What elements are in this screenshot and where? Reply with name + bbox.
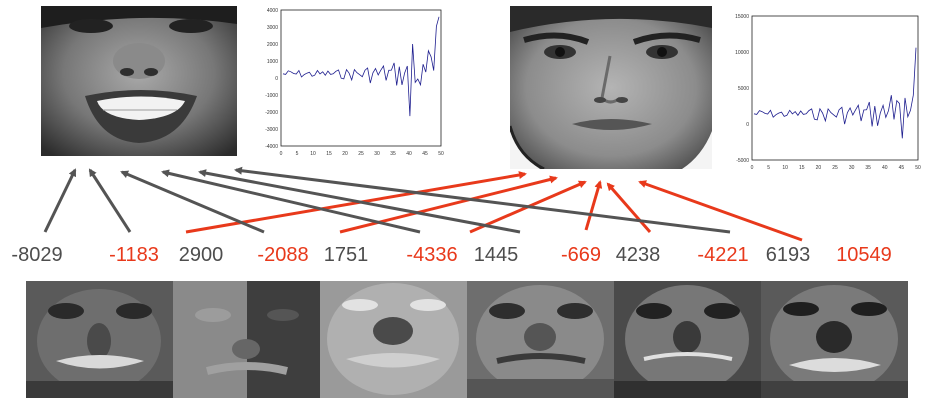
y-tick-label: -2000 [265,110,278,116]
y-tick-label: -4000 [265,144,278,150]
eigenface-3 [320,281,467,398]
plot-line [753,47,917,139]
coefficient-value: 2900 [178,244,224,266]
x-tick-label: 0 [280,151,283,157]
x-tick-label: 25 [832,165,838,171]
y-tick-label: -5000 [736,158,749,164]
x-tick-label: 45 [899,165,905,171]
x-tick-label: 10 [782,165,788,171]
arrow [339,175,558,234]
coefficient-value: -1183 [109,244,159,266]
y-tick-label: 4000 [267,8,278,14]
coefficient-value: -8029 [11,244,63,266]
coefficient-value: -2088 [257,244,309,266]
y-tick-label: 15000 [735,14,749,20]
x-tick-label: 20 [816,165,822,171]
coefficient-plot-a: 4000 3000 2000 1000 0 -1000 -2000 -3000 -4000 0 5 1… [247,4,447,160]
plot-frame [751,15,919,161]
arrow [638,180,803,242]
face-photo-b [510,6,712,169]
coefficient-value: 1445 [473,244,519,266]
eigenface-1 [26,281,173,398]
eigenface-2 [173,281,320,398]
x-tick-label: 10 [310,151,316,157]
x-tick-label: 40 [406,151,412,157]
x-tick-label: 30 [374,151,380,157]
coefficient-value: 6193 [765,244,811,266]
y-tick-label: 2000 [267,42,278,48]
coefficient-value: -4336 [406,244,458,266]
y-tick-label: 0 [275,76,278,82]
coefficient-row: -8029 -1183 2900 -2088 1751 -4336 1445 -… [0,238,947,272]
x-tick-label: 15 [326,151,332,157]
coefficient-plot-b: 15000 10000 5000 0 -5000 0 5 10 15 20 25 30 35 40 45 50 [718,10,924,174]
x-tick-label: 35 [865,165,871,171]
x-tick-label: 30 [849,165,855,171]
arrow [161,169,421,234]
coefficient-value: -4221 [697,244,749,266]
arrow [584,180,603,231]
y-tick-label: 5000 [738,86,749,92]
arrow [606,182,652,233]
x-tick-label: 15 [799,165,805,171]
y-tick-label: 10000 [735,50,749,56]
y-tick-label: -3000 [265,127,278,133]
eigenface-4 [467,281,614,398]
x-tick-label: 0 [751,165,754,171]
x-tick-label: 25 [358,151,364,157]
x-tick-label: 20 [342,151,348,157]
arrow [88,168,132,233]
y-tick-label: 3000 [267,25,278,31]
face-photo-a [41,6,237,156]
arrow [185,171,527,234]
y-tick-label: 0 [746,122,749,128]
eigenface-row [26,281,908,398]
x-tick-label: 50 [438,151,444,157]
coefficient-value: 10549 [836,244,892,266]
y-tick-label: 1000 [267,59,278,65]
eigenface-6 [761,281,908,398]
eigenface-5 [614,281,761,398]
y-tick-label: -1000 [265,93,278,99]
x-tick-label: 5 [296,151,299,157]
arrow [234,166,731,234]
plot-line [282,16,440,117]
x-tick-label: 5 [767,165,770,171]
x-tick-label: 35 [390,151,396,157]
arrow [43,168,77,233]
x-tick-label: 40 [882,165,888,171]
plot-frame [280,9,442,147]
arrow [120,170,265,234]
x-tick-label: 50 [915,165,921,171]
coefficient-value: 1751 [323,244,369,266]
coefficient-value: -669 [560,244,602,266]
arrow [469,180,587,234]
coefficient-value: 4238 [615,244,661,266]
arrow [198,169,521,234]
x-tick-label: 45 [422,151,428,157]
